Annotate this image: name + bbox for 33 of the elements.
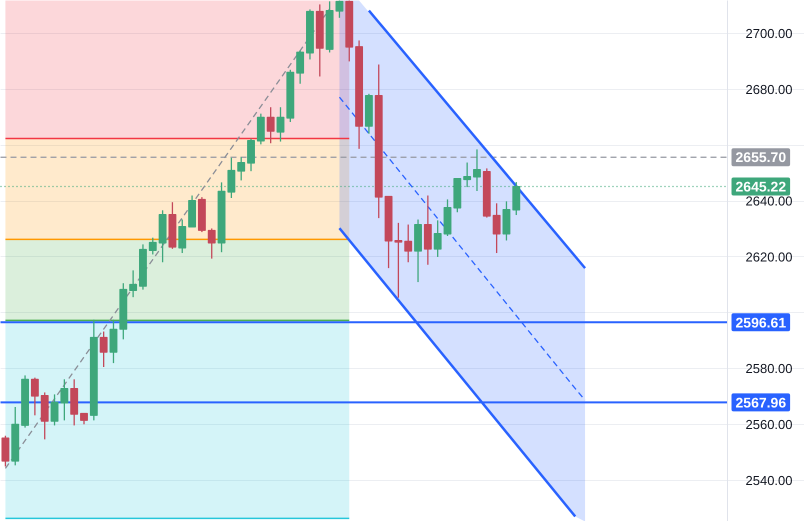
candlestick <box>80 412 88 425</box>
candlestick <box>276 106 284 142</box>
candlestick <box>110 318 118 364</box>
y-tick-label: 2700.00 <box>746 26 792 41</box>
candlestick <box>178 218 186 254</box>
y-tick-label: 2580.00 <box>746 361 792 376</box>
y-tick-label: 2640.00 <box>746 194 792 209</box>
candlestick <box>100 330 108 368</box>
candlestick <box>1 435 10 468</box>
y-tick-label: 2540.00 <box>746 472 792 488</box>
candlestick <box>30 376 39 416</box>
candlestick <box>50 394 58 426</box>
y-tick-label: 2560.00 <box>746 417 792 432</box>
candlestick <box>492 202 501 254</box>
candlestick <box>404 224 412 263</box>
ref-line-label: 2596.61 <box>736 314 786 330</box>
candlestick <box>434 220 442 258</box>
candlestick <box>394 222 402 298</box>
y-tick-label: 2680.00 <box>746 82 792 97</box>
candlestick <box>129 270 138 298</box>
ref-line-label: 2567.96 <box>736 394 786 410</box>
candlestick <box>256 112 265 146</box>
ref-line-label: 2645.22 <box>736 178 786 194</box>
candlestick <box>266 106 275 144</box>
candlestick <box>60 378 68 422</box>
candlestick <box>208 228 216 260</box>
candlestick <box>473 148 481 192</box>
y-tick-label: 2620.00 <box>746 249 792 264</box>
candlestick <box>237 156 246 182</box>
candlestick <box>336 0 344 18</box>
candlestick <box>247 138 255 172</box>
candlestick <box>148 237 157 256</box>
ref-line-label: 2655.70 <box>736 149 786 166</box>
